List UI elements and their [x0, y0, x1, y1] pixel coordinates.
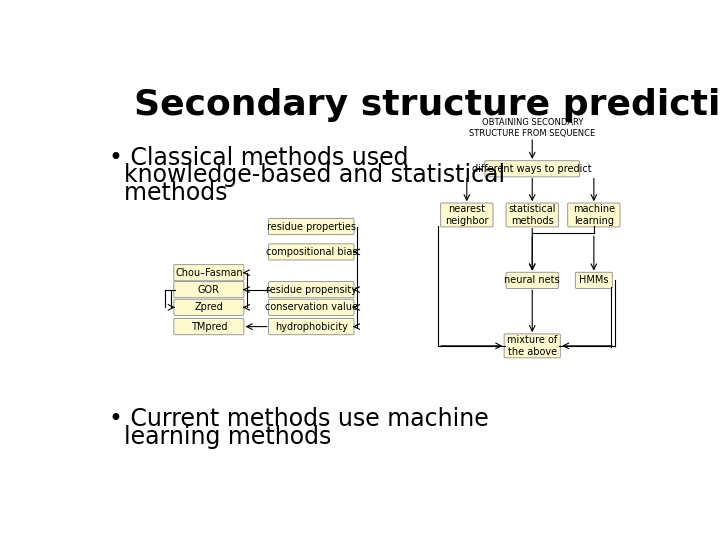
FancyBboxPatch shape	[504, 334, 560, 358]
Text: machine
learning: machine learning	[573, 204, 615, 226]
FancyBboxPatch shape	[269, 218, 354, 234]
Text: neural nets: neural nets	[505, 275, 560, 286]
Text: nearest
neighbor: nearest neighbor	[445, 204, 489, 226]
FancyBboxPatch shape	[269, 244, 354, 260]
Text: Secondary structure prediction: Secondary structure prediction	[134, 88, 720, 122]
FancyBboxPatch shape	[506, 272, 559, 288]
Text: Zpred: Zpred	[194, 302, 223, 312]
FancyBboxPatch shape	[174, 299, 244, 315]
Text: methods: methods	[109, 181, 228, 205]
FancyBboxPatch shape	[485, 161, 580, 177]
Text: conservation value: conservation value	[265, 302, 358, 312]
Text: different ways to predict: different ways to predict	[472, 164, 592, 174]
Text: • Classical methods used: • Classical methods used	[109, 146, 408, 170]
FancyBboxPatch shape	[269, 299, 354, 315]
Text: TMpred: TMpred	[191, 322, 227, 332]
Text: residue propensity: residue propensity	[266, 285, 356, 295]
FancyBboxPatch shape	[506, 203, 559, 227]
Text: knowledge-based and statistical: knowledge-based and statistical	[109, 164, 505, 187]
Text: GOR: GOR	[198, 285, 220, 295]
Text: residue properties: residue properties	[266, 221, 356, 232]
Text: HMMs: HMMs	[579, 275, 608, 286]
FancyBboxPatch shape	[567, 203, 620, 227]
Text: OBTAINING SECONDARY
STRUCTURE FROM SEQUENCE: OBTAINING SECONDARY STRUCTURE FROM SEQUE…	[469, 118, 595, 138]
Text: hydrophobicity: hydrophobicity	[275, 322, 348, 332]
FancyBboxPatch shape	[174, 281, 244, 298]
Text: compositional bias: compositional bias	[266, 247, 357, 257]
Text: learning methods: learning methods	[109, 425, 331, 449]
Text: mixture of
the above: mixture of the above	[507, 335, 557, 356]
Text: • Current methods use machine: • Current methods use machine	[109, 408, 488, 431]
Text: statistical
methods: statistical methods	[508, 204, 556, 226]
FancyBboxPatch shape	[174, 319, 244, 335]
FancyBboxPatch shape	[575, 272, 612, 288]
FancyBboxPatch shape	[174, 265, 244, 281]
Text: Chou–Fasman: Chou–Fasman	[175, 268, 243, 278]
FancyBboxPatch shape	[269, 281, 354, 298]
FancyBboxPatch shape	[441, 203, 493, 227]
FancyBboxPatch shape	[269, 319, 354, 335]
